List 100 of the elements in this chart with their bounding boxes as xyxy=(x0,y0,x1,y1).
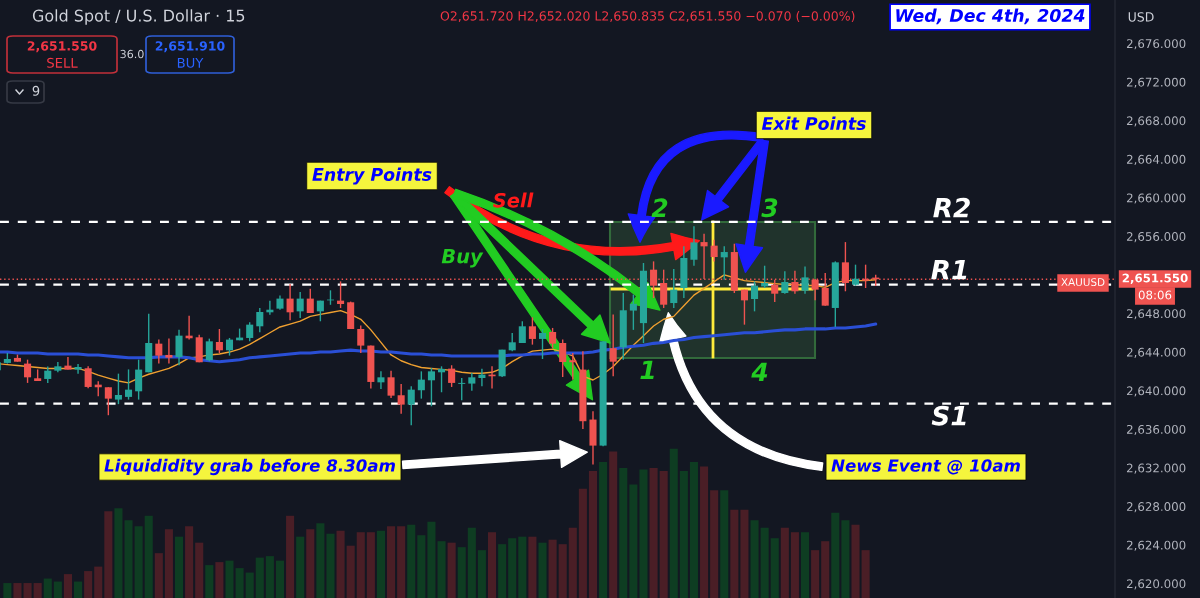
bar xyxy=(568,527,577,598)
bar xyxy=(841,520,850,598)
candlestick xyxy=(407,385,415,426)
y-tick-label: 2,628.000 xyxy=(1126,502,1186,513)
y-tick-label: 2,636.000 xyxy=(1126,424,1186,436)
bar xyxy=(740,509,749,598)
y-tick-label: 2,640.000 xyxy=(1126,386,1186,397)
bar xyxy=(821,541,830,598)
bar xyxy=(437,541,446,598)
annotation: 1 xyxy=(640,360,654,379)
bar xyxy=(144,515,153,598)
candlestick xyxy=(84,365,92,390)
candlestick xyxy=(801,265,809,295)
bar xyxy=(124,520,133,598)
text: O2,651.720 H2,652.020 L2,650.835 C2,651.550 −0.070 (−0.00%) xyxy=(440,10,855,23)
bar xyxy=(397,526,406,598)
annotation: Sell xyxy=(493,192,534,208)
bar xyxy=(346,545,355,598)
candlestick xyxy=(549,327,557,349)
candlestick xyxy=(357,324,365,354)
bar xyxy=(477,550,486,598)
bar xyxy=(487,532,497,598)
bar xyxy=(710,490,719,598)
bar xyxy=(215,562,224,598)
candlestick xyxy=(286,283,294,322)
candlestick xyxy=(862,263,870,289)
bar xyxy=(205,565,214,598)
bar xyxy=(588,470,598,598)
bar xyxy=(366,532,375,598)
bar xyxy=(154,553,163,598)
y-tick-label: 2,664.000 xyxy=(1126,154,1186,165)
candlestick xyxy=(246,321,254,343)
bar xyxy=(225,560,234,598)
y-tick-label: 2,632.000 xyxy=(1126,463,1186,474)
bar xyxy=(851,524,860,598)
y-tick-label: 2,648.000 xyxy=(1126,309,1186,320)
candlestick xyxy=(559,338,567,378)
candlestick xyxy=(458,377,466,401)
bar xyxy=(811,550,820,598)
bar xyxy=(265,556,274,598)
annotation: BUY xyxy=(177,58,204,68)
bar xyxy=(356,532,365,598)
candlestick xyxy=(821,272,829,307)
candlestick xyxy=(427,367,435,407)
bar xyxy=(74,581,83,598)
y-tick-label: 2,668.000 xyxy=(1126,116,1186,127)
candlestick xyxy=(397,383,405,415)
ref-line-label: S1 xyxy=(931,405,966,426)
bar xyxy=(164,529,173,598)
y-tick-label: 2,676.000 xyxy=(1126,39,1186,50)
bar xyxy=(467,527,476,598)
ref-line-label: XAUUSD xyxy=(1061,278,1105,287)
bar xyxy=(63,574,72,598)
annotation: 9 xyxy=(32,85,40,96)
bar xyxy=(770,538,779,598)
y-tick-label: 2,656.000 xyxy=(1126,232,1186,243)
y-tick-label: 2,624.000 xyxy=(1126,540,1186,551)
bar xyxy=(316,523,325,598)
text: 08:06 xyxy=(1138,290,1172,300)
text: Gold Spot / U.S. Dollar · 15 xyxy=(32,9,245,25)
candlestick xyxy=(720,245,728,281)
candlestick xyxy=(306,287,314,314)
annotation: 3 xyxy=(761,198,778,218)
bar xyxy=(245,572,254,598)
candlestick xyxy=(165,337,173,365)
bar xyxy=(599,461,608,598)
bar xyxy=(174,536,184,598)
bar xyxy=(33,583,42,598)
bar xyxy=(447,542,456,598)
candlestick xyxy=(205,337,213,363)
candlestick xyxy=(538,328,547,360)
bar xyxy=(195,542,204,598)
annotation: 2,651.550 xyxy=(27,41,97,53)
text: Wed, Dec 4th, 2024 xyxy=(896,8,1085,25)
annotation: Liquididity grab before 8.30am xyxy=(104,458,395,476)
annotation: Entry Points xyxy=(312,167,432,185)
candlestick xyxy=(377,370,385,390)
bar xyxy=(3,583,12,598)
candlestick xyxy=(448,364,456,388)
bar xyxy=(831,512,840,598)
annotation: Exit Points xyxy=(761,116,866,131)
bar xyxy=(800,532,810,598)
bar xyxy=(518,536,527,598)
candlestick xyxy=(135,358,143,401)
candlestick xyxy=(114,372,122,405)
bar xyxy=(417,535,426,598)
bar xyxy=(760,527,769,598)
candlestick xyxy=(256,307,264,333)
bar xyxy=(578,488,587,598)
annotation: 2,651.910 xyxy=(155,41,225,53)
bar xyxy=(134,526,143,598)
candlestick xyxy=(629,293,637,331)
annotation: 36.0 xyxy=(120,49,144,59)
candlestick xyxy=(528,316,536,346)
candlestick xyxy=(781,270,789,295)
bar xyxy=(649,467,658,598)
bar xyxy=(609,451,618,598)
bar xyxy=(114,508,123,598)
bar xyxy=(296,536,305,598)
text: USD xyxy=(1128,12,1154,22)
